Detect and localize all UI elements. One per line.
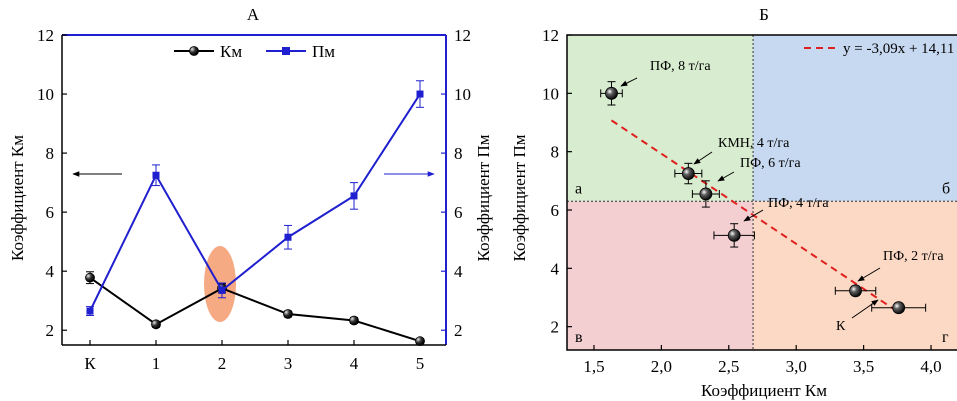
y-tick-label-right: 4 [454, 262, 463, 281]
chart-a-title: А [247, 5, 260, 24]
point-label-arrow [717, 171, 735, 182]
y-tick-label-left: 12 [37, 26, 54, 45]
quadrant-b [753, 35, 957, 202]
point-label-arrow [851, 299, 879, 319]
legend-pm-label: Пм [312, 42, 335, 61]
data-point [849, 284, 862, 298]
x-tick-label: 3 [284, 354, 293, 373]
x-tick-label: 3,5 [853, 357, 874, 376]
quadrant-label-v: в [575, 329, 583, 346]
y-tick-label-left: 4 [46, 262, 55, 281]
data-point [892, 301, 906, 315]
data-point-pm [416, 90, 424, 98]
data-point-km [283, 309, 293, 319]
data-point-pm [86, 307, 94, 315]
data-point-km [151, 319, 161, 330]
chart-a-ylabel-left: Коэффициент Км [8, 135, 27, 261]
x-tick-label: 5 [416, 354, 425, 373]
x-tick-label: 4 [350, 354, 359, 373]
point-label-arrow [857, 267, 881, 282]
quadrant-v [567, 201, 754, 350]
chart-b-frame [566, 34, 957, 351]
chart-b-xlabel: Коэффициент Км [701, 381, 827, 400]
y-tick-label-left: 6 [46, 203, 55, 222]
y-tick-label-right: 12 [454, 26, 471, 45]
chart-a-legend: Км Пм [174, 42, 335, 61]
point-label-arrow [743, 209, 764, 222]
chart-b: Б а б в г 2 4 6 8 10 12 1,5 2,0 2,5 3,0 3,5 4,0 y = -3,0… [510, 5, 957, 400]
chart-b-ylabel: Коэффициент Пм [510, 134, 529, 261]
data-point [727, 228, 741, 242]
y-tick-label-right: 2 [454, 321, 463, 340]
point-label: К [836, 319, 846, 334]
x-tick-label: 1,5 [583, 357, 604, 376]
point-label: ПФ, 2 т/га [883, 249, 944, 264]
chart-a-ylabel-right: Коэффициент Пм [474, 134, 493, 261]
y-tick-label-left: 10 [37, 85, 54, 104]
point-label: КМН, 4 т/га [718, 136, 790, 151]
point-label: ПФ, 6 т/га [740, 156, 801, 171]
legend-km-marker [189, 46, 199, 56]
y-tick-label-left: 8 [46, 144, 55, 163]
x-tick-label: 4,0 [920, 357, 941, 376]
data-point-km [349, 315, 359, 326]
y-tick-label: 8 [551, 143, 560, 162]
y-tick-label-right: 6 [454, 203, 463, 222]
point-label-arrow [620, 77, 638, 87]
quadrant-label-a: а [575, 180, 582, 197]
y-tick-label-right: 8 [454, 144, 463, 163]
y-tick-label-right: 10 [454, 85, 471, 104]
y-tick-label: 4 [551, 259, 560, 278]
y-tick-label: 12 [542, 26, 559, 45]
point-label: ПФ, 4 т/га [768, 196, 829, 211]
point-label-arrow [693, 151, 713, 165]
x-tick-label: 2,0 [651, 357, 672, 376]
regression-line [610, 119, 900, 314]
quadrant-g [753, 201, 957, 350]
x-tick-label: 2,5 [718, 357, 739, 376]
y-tick-label: 2 [551, 318, 560, 337]
x-tick-label: 2 [218, 354, 227, 373]
y-tick-label: 10 [542, 84, 559, 103]
chart-b-title: Б [759, 5, 769, 24]
quadrant-a [567, 35, 754, 202]
x-tick-label: 3,0 [786, 357, 807, 376]
data-point-pm [218, 286, 226, 294]
x-tick-label: К [84, 354, 96, 373]
data-point [681, 167, 695, 180]
series-line-pm [89, 93, 421, 312]
data-point [605, 86, 618, 100]
point-label: ПФ, 8 т/га [650, 59, 711, 74]
data-point [699, 187, 713, 201]
y-tick-label: 6 [551, 201, 560, 220]
data-point-km [85, 272, 95, 283]
data-point-pm [350, 192, 358, 200]
data-point-km [415, 336, 425, 347]
x-tick-label: 1 [152, 354, 161, 373]
legend-pm-marker [282, 47, 290, 55]
series-line-km [89, 276, 421, 343]
y-tick-label-left: 2 [46, 321, 55, 340]
regression-legend-label: y = -3,09x + 14,11 [843, 41, 954, 57]
data-point-pm [284, 233, 292, 241]
data-point-pm [152, 171, 160, 179]
quadrant-label-b: б [942, 180, 950, 197]
quadrant-label-g: г [942, 329, 949, 346]
legend-km-label: Км [220, 42, 242, 61]
